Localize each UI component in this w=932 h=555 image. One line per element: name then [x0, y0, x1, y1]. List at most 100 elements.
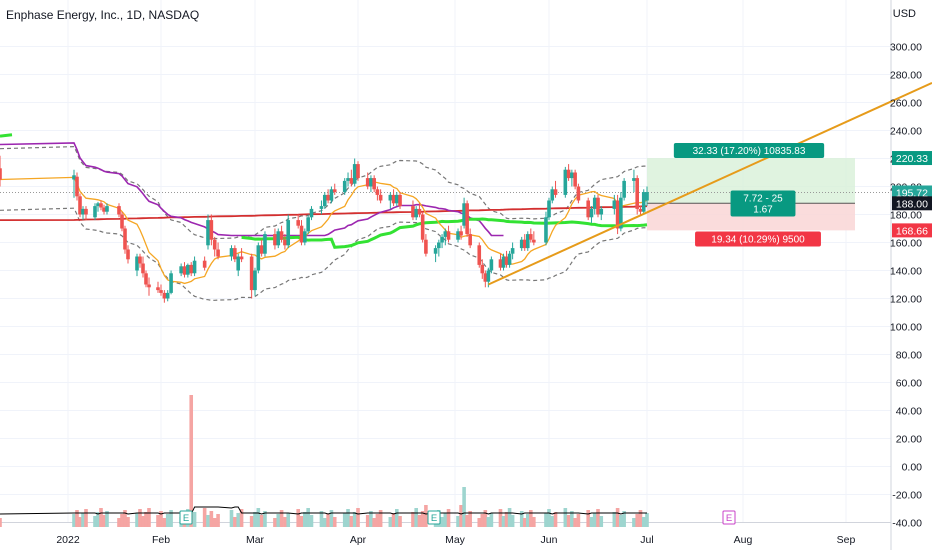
candle-body	[356, 164, 360, 179]
volume-bar	[356, 508, 360, 527]
candle-body	[96, 203, 100, 207]
volume-bar	[229, 510, 234, 527]
candle-body	[483, 273, 488, 282]
price-tick-label: 280.00	[890, 70, 922, 82]
price-tick-label: 160.00	[890, 238, 922, 250]
volume-bar	[332, 517, 337, 527]
volume-bar	[239, 509, 244, 527]
volume-bar	[529, 510, 533, 527]
candle-body	[365, 178, 370, 187]
volume-bar	[388, 517, 393, 527]
volume-bar	[322, 518, 327, 527]
time-tick-label: Jul	[640, 534, 653, 546]
candle-body	[544, 217, 548, 243]
candle-body	[456, 231, 460, 240]
volume-bar	[206, 515, 210, 527]
price-tick-label: 240.00	[890, 126, 922, 138]
candle-body	[563, 169, 568, 195]
volume-bar	[547, 509, 551, 527]
candle-body	[525, 234, 530, 249]
candle-body	[299, 225, 304, 243]
candle-body	[84, 208, 88, 215]
candle-body	[592, 197, 597, 209]
volume-bar	[135, 513, 139, 527]
price-badge-bg	[892, 196, 932, 211]
trendline-line	[487, 81, 932, 286]
volume-bar	[599, 516, 604, 527]
volume-bar	[342, 513, 347, 527]
volume-bar	[159, 511, 163, 527]
candle-body	[209, 220, 214, 240]
candle-body	[635, 178, 639, 209]
price-tick-label: 140.00	[890, 266, 922, 278]
candle-body	[468, 234, 472, 246]
candle-body	[303, 231, 307, 243]
stop-label-bg	[695, 231, 821, 247]
candle-body	[550, 189, 555, 201]
candle-body	[501, 256, 506, 268]
candle-body	[586, 200, 590, 218]
volume-bar	[81, 513, 85, 527]
candle-body	[375, 189, 380, 195]
volume-bar	[253, 512, 257, 527]
volume-bar	[93, 516, 97, 527]
candle-body	[589, 208, 594, 218]
volume-bar	[189, 395, 194, 527]
candle-body	[192, 260, 197, 274]
candle-body	[169, 273, 173, 293]
stop-label-text: 19.34 (10.29%) 9500	[711, 235, 805, 246]
volume-bar	[346, 509, 350, 527]
candle-body	[619, 197, 623, 229]
volume-bar	[632, 518, 636, 527]
candle-body	[309, 208, 314, 218]
price-tick-label: 20.00	[896, 434, 922, 446]
volume-bar	[483, 510, 488, 527]
price-axis[interactable]: 300.00280.00260.00240.00220.00200.00180.…	[890, 42, 932, 530]
candle-body	[417, 208, 422, 215]
candle-body	[329, 189, 334, 201]
candle-body	[522, 239, 527, 249]
candle-body	[179, 266, 183, 274]
candle-body	[117, 206, 121, 215]
time-axis[interactable]: 2022 Feb Mar Apr May Jun Jul Aug Sep	[56, 534, 855, 546]
candle-body	[489, 259, 494, 271]
price-tick-label: 80.00	[896, 350, 922, 362]
candle-body	[259, 245, 264, 254]
rr-label-bg	[730, 190, 796, 217]
volume-bar	[477, 518, 482, 527]
candle-body	[306, 217, 310, 232]
volume-bar	[249, 516, 254, 527]
volume-bar	[576, 514, 581, 527]
volume-bar	[510, 515, 515, 527]
volume-bar	[286, 513, 291, 527]
volume-bar	[296, 509, 300, 527]
earnings-marker	[427, 510, 441, 525]
candle-body	[123, 228, 127, 250]
volume-bar	[398, 516, 402, 527]
volume-bar	[96, 512, 100, 527]
volume-bar	[259, 515, 264, 527]
volume-bar	[573, 518, 577, 527]
volume-bar	[102, 515, 106, 527]
rr-label-text: 1.67	[753, 205, 773, 216]
candle-body	[186, 264, 190, 275]
candle-body	[529, 234, 533, 240]
time-tick-label: Feb	[152, 534, 170, 546]
volume-bar	[489, 513, 494, 527]
target-label-text: 32.33 (17.20%) 10835.83	[693, 146, 806, 157]
candle-body	[519, 239, 524, 249]
volume-bar	[465, 515, 469, 527]
volume-bar	[635, 514, 639, 527]
volume-bar	[459, 505, 463, 527]
candle-body	[273, 234, 277, 246]
volume-bar	[375, 514, 380, 527]
volume-bar	[276, 514, 281, 527]
volume-bar	[563, 508, 568, 527]
candle-body	[322, 194, 327, 207]
trendline[interactable]	[487, 81, 932, 286]
grid	[0, 0, 892, 550]
price-tick-label: 100.00	[890, 322, 922, 334]
